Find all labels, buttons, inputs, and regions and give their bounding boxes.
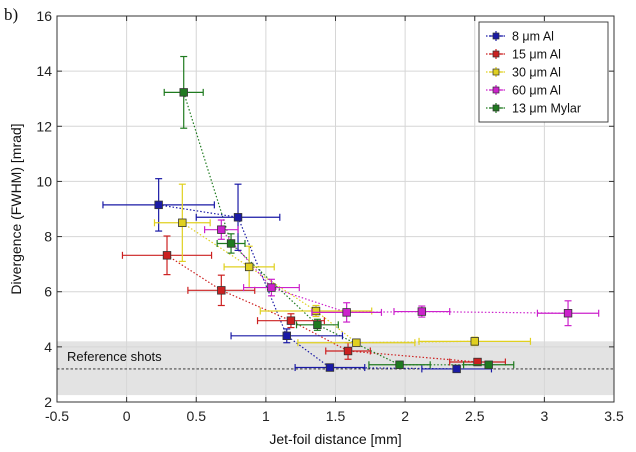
x-tick-label: 1 xyxy=(262,408,270,424)
x-tick-label: 0 xyxy=(123,408,131,424)
grid-lines xyxy=(57,16,614,402)
data-point xyxy=(294,363,366,372)
legend-entry: 13 μm Mylar xyxy=(486,102,581,116)
square-marker xyxy=(217,286,226,295)
square-marker xyxy=(484,360,493,369)
square-marker xyxy=(473,357,482,367)
y-tick-label: 8 xyxy=(44,229,52,245)
x-tick-label: -0.5 xyxy=(45,408,69,424)
x-tick-label: 3 xyxy=(540,408,548,424)
square-marker xyxy=(452,364,461,374)
legend-label: 13 μm Mylar xyxy=(512,102,581,116)
square-marker xyxy=(563,309,573,318)
y-tick-label: 16 xyxy=(36,8,52,24)
data-point xyxy=(242,278,300,297)
legend-entry: 8 μm Al xyxy=(486,30,554,44)
square-marker xyxy=(226,239,236,248)
data-point xyxy=(421,364,493,374)
legend-marker xyxy=(492,86,500,94)
data-point xyxy=(311,302,383,323)
legend-label: 30 μm Al xyxy=(512,66,561,80)
data-point xyxy=(121,235,213,276)
square-marker xyxy=(342,308,351,317)
legend-marker xyxy=(492,68,500,76)
y-tick-label: 4 xyxy=(44,339,52,355)
y-tick-label: 12 xyxy=(36,118,52,134)
plot-area xyxy=(56,15,615,403)
legend-entry: 15 μm Al xyxy=(486,48,561,62)
data-point xyxy=(463,360,515,369)
legend-marker xyxy=(492,104,500,112)
data-point xyxy=(259,304,373,318)
data-point xyxy=(204,219,239,240)
square-marker xyxy=(217,225,226,234)
y-axis-label: Divergence (FWHM) [mrad] xyxy=(8,123,24,294)
data-point xyxy=(418,336,532,347)
square-marker xyxy=(244,262,254,272)
legend-label: 8 μm Al xyxy=(512,30,554,44)
x-axis-label: Jet-foil distance [mm] xyxy=(269,431,401,447)
legend: 8 μm Al 15 μm Al 30 μm Al 60 μm Al 13 μm Myl… xyxy=(478,21,609,123)
series-line-0 xyxy=(158,204,457,370)
data-point xyxy=(195,183,281,251)
square-marker xyxy=(343,346,353,356)
x-tick-labels: -0.5 0 0.5 1 1.5 2 2.5 3 3.5 xyxy=(45,16,624,424)
data-point xyxy=(295,318,339,331)
square-marker xyxy=(178,218,187,227)
data-point xyxy=(216,233,246,254)
legend-entry: 60 μm Al xyxy=(486,84,561,98)
square-marker xyxy=(325,363,335,372)
x-tick-label: 3.5 xyxy=(604,408,624,424)
square-marker xyxy=(352,338,361,347)
square-marker xyxy=(311,306,321,316)
square-marker xyxy=(286,316,296,325)
y-tick-label: 14 xyxy=(36,63,52,79)
square-marker xyxy=(179,88,188,97)
square-marker xyxy=(470,337,479,346)
square-marker xyxy=(282,331,291,341)
square-marker xyxy=(395,360,404,369)
y-tick-label: 6 xyxy=(44,284,52,300)
x-tick-label: 0.5 xyxy=(187,408,207,424)
legend-label: 60 μm Al xyxy=(512,84,561,98)
square-marker xyxy=(267,283,276,292)
y-tick-label: 2 xyxy=(44,394,52,410)
series-line-2 xyxy=(181,222,475,344)
data-point xyxy=(297,338,416,347)
reference-label: Reference shots xyxy=(67,349,162,364)
data-point xyxy=(393,305,451,318)
panel-label: b) xyxy=(4,5,18,24)
series-points xyxy=(102,55,600,374)
data-point xyxy=(230,328,344,344)
square-marker xyxy=(233,213,243,222)
square-marker xyxy=(162,251,172,260)
y-tick-label: 10 xyxy=(36,173,52,189)
data-point xyxy=(368,360,431,369)
y-tick-labels: 2 4 6 8 10 12 14 16 xyxy=(36,8,614,410)
x-tick-label: 1.5 xyxy=(326,408,346,424)
legend-entry: 30 μm Al xyxy=(486,66,561,80)
data-point xyxy=(536,300,600,327)
square-marker xyxy=(417,307,427,316)
legend-marker xyxy=(492,32,500,40)
legend-label: 15 μm Al xyxy=(512,48,561,62)
square-marker xyxy=(154,200,163,210)
data-point xyxy=(163,55,204,129)
square-marker xyxy=(313,320,322,329)
x-tick-label: 2.5 xyxy=(465,408,485,424)
x-tick-label: 2 xyxy=(401,408,409,424)
legend-marker xyxy=(492,50,500,58)
data-point xyxy=(153,183,211,262)
